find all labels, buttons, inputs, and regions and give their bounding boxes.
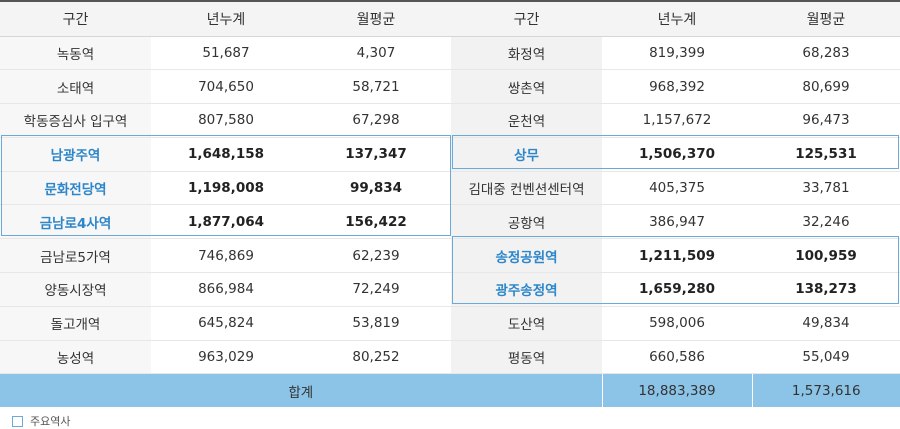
header-section: 구간	[451, 0, 602, 37]
monthly-average: 4,307	[301, 36, 451, 71]
annual-total: 746,869	[151, 238, 301, 274]
legend-square-icon	[12, 415, 23, 427]
monthly-average: 62,239	[301, 238, 451, 274]
station-name: 소태역	[0, 69, 151, 105]
monthly-average: 156,422	[301, 204, 451, 240]
station-name-major: 상무	[451, 137, 602, 172]
station-name: 금남로5가역	[0, 238, 151, 274]
monthly-average: 99,834	[301, 171, 451, 206]
monthly-average: 100,959	[752, 238, 900, 274]
monthly-average: 68,283	[752, 36, 900, 71]
total-annual: 18,883,389	[602, 373, 753, 407]
ridership-table: 구간 년누계 월평균 구간 년누계 월평균 녹동역 51,687 4,307 화…	[0, 0, 900, 407]
annual-total: 704,650	[151, 69, 301, 105]
header-annual-total: 년누계	[602, 0, 752, 37]
station-name-major: 송정공원역	[451, 238, 602, 274]
table-row: 금남로4사역 1,877,064 156,422 공항역 386,947 32,…	[0, 204, 900, 240]
monthly-average: 33,781	[752, 171, 900, 206]
station-name: 김대중 컨벤션센터역	[451, 171, 602, 206]
annual-total: 968,392	[602, 69, 752, 105]
annual-total: 1,659,280	[602, 272, 752, 307]
monthly-average: 32,246	[752, 204, 900, 240]
monthly-average: 80,252	[301, 340, 451, 375]
station-name-major: 광주송정역	[451, 272, 602, 307]
table-row: 돌고개역 645,824 53,819 도산역 598,006 49,834	[0, 306, 900, 341]
header-section: 구간	[0, 0, 151, 37]
annual-total: 645,824	[151, 306, 301, 341]
annual-total: 819,399	[602, 36, 752, 71]
monthly-average: 80,699	[752, 69, 900, 105]
station-name: 쌍촌역	[451, 69, 602, 105]
station-name: 운천역	[451, 103, 602, 138]
monthly-average: 72,249	[301, 272, 451, 307]
annual-total: 1,877,064	[151, 204, 301, 240]
monthly-average: 49,834	[752, 306, 900, 341]
annual-total: 807,580	[151, 103, 301, 138]
annual-total: 1,157,672	[602, 103, 752, 138]
legend: 주요역사	[12, 413, 70, 429]
monthly-average: 125,531	[752, 137, 900, 172]
station-name: 화정역	[451, 36, 602, 71]
station-name: 공항역	[451, 204, 602, 240]
annual-total: 1,648,158	[151, 137, 301, 172]
table-row: 학동증심사 입구역 807,580 67,298 운천역 1,157,672 9…	[0, 103, 900, 138]
station-name: 농성역	[0, 340, 151, 375]
station-name-major: 금남로4사역	[0, 204, 151, 240]
legend-label: 주요역사	[30, 415, 71, 428]
header-annual-total: 년누계	[151, 0, 301, 37]
table-row: 금남로5가역 746,869 62,239 송정공원역 1,211,509 10…	[0, 238, 900, 274]
total-row: 합계 18,883,389 1,573,616	[0, 373, 900, 407]
station-name: 학동증심사 입구역	[0, 103, 151, 138]
table-header-row: 구간 년누계 월평균 구간 년누계 월평균	[0, 0, 900, 37]
station-name-major: 문화전당역	[0, 171, 151, 206]
station-name: 녹동역	[0, 36, 151, 71]
monthly-average: 67,298	[301, 103, 451, 138]
annual-total: 1,506,370	[602, 137, 752, 172]
annual-total: 1,198,008	[151, 171, 301, 206]
monthly-average: 137,347	[301, 137, 451, 172]
monthly-average: 96,473	[752, 103, 900, 138]
annual-total: 51,687	[151, 36, 301, 71]
total-label: 합계	[0, 373, 603, 407]
station-name: 도산역	[451, 306, 602, 341]
monthly-average: 55,049	[752, 340, 900, 375]
annual-total: 866,984	[151, 272, 301, 307]
monthly-average: 138,273	[752, 272, 900, 307]
table-row: 농성역 963,029 80,252 평동역 660,586 55,049	[0, 340, 900, 375]
annual-total: 598,006	[602, 306, 752, 341]
annual-total: 1,211,509	[602, 238, 752, 274]
annual-total: 660,586	[602, 340, 752, 375]
header-monthly-average: 월평균	[301, 0, 451, 37]
station-name: 평동역	[451, 340, 602, 375]
total-monthly: 1,573,616	[752, 373, 900, 407]
monthly-average: 58,721	[301, 69, 451, 105]
monthly-average: 53,819	[301, 306, 451, 341]
annual-total: 963,029	[151, 340, 301, 375]
ridership-table-container: 구간 년누계 월평균 구간 년누계 월평균 녹동역 51,687 4,307 화…	[0, 0, 900, 407]
station-name: 양동시장역	[0, 272, 151, 307]
table-row: 소태역 704,650 58,721 쌍촌역 968,392 80,699	[0, 69, 900, 105]
station-name-major: 남광주역	[0, 137, 151, 172]
annual-total: 386,947	[602, 204, 752, 240]
station-name: 돌고개역	[0, 306, 151, 341]
table-row: 남광주역 1,648,158 137,347 상무 1,506,370 125,…	[0, 137, 900, 172]
table-row: 녹동역 51,687 4,307 화정역 819,399 68,283	[0, 36, 900, 71]
table-row: 양동시장역 866,984 72,249 광주송정역 1,659,280 138…	[0, 272, 900, 307]
table-row: 문화전당역 1,198,008 99,834 김대중 컨벤션센터역 405,37…	[0, 171, 900, 206]
annual-total: 405,375	[602, 171, 752, 206]
header-monthly-average: 월평균	[752, 0, 900, 37]
